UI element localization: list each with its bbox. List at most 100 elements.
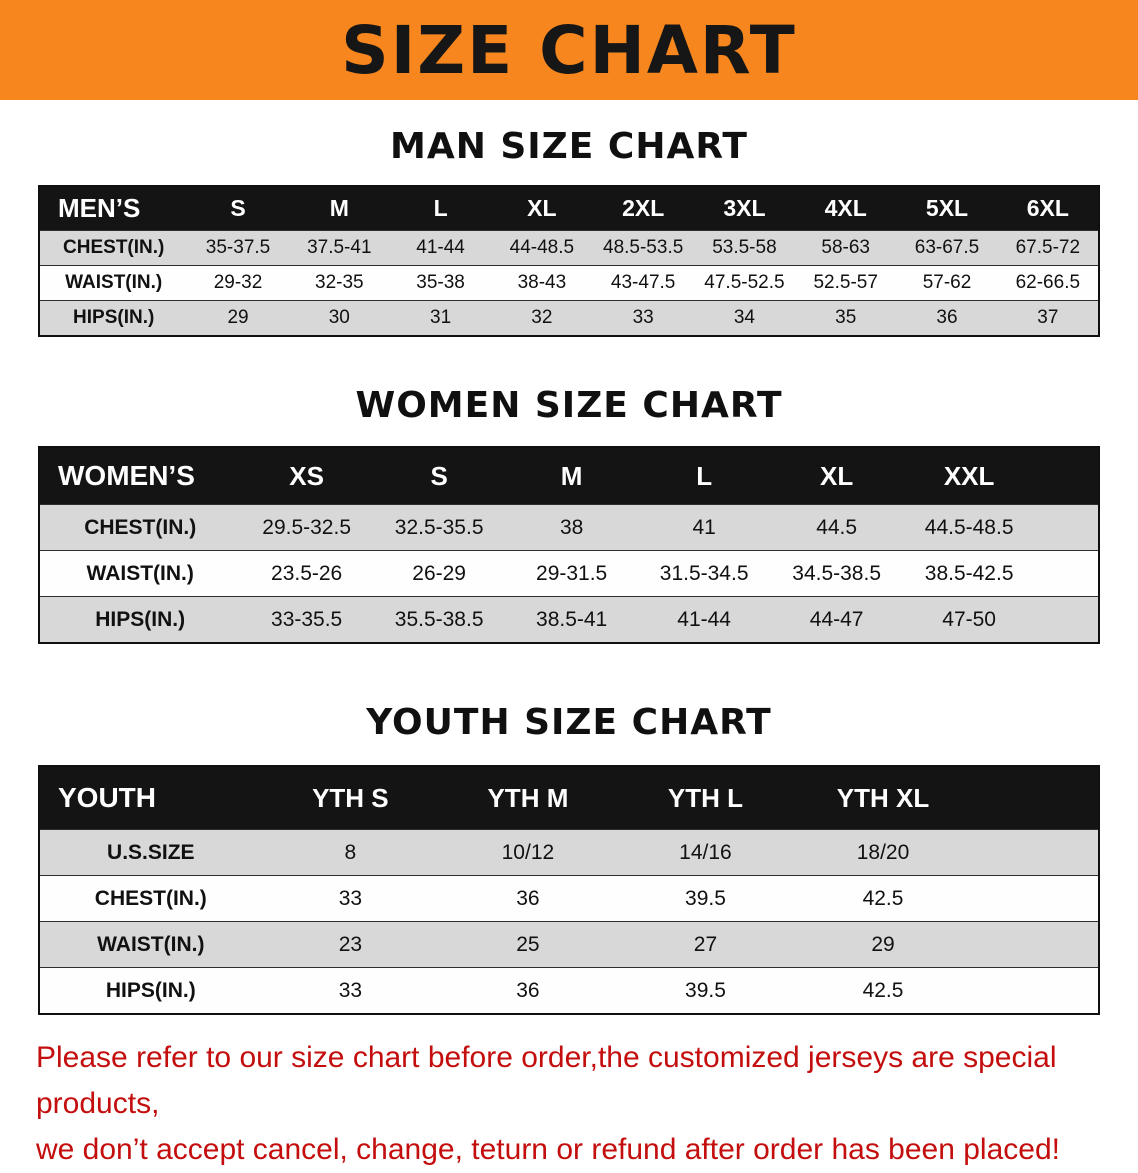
row-label-cell: WAIST(IN.)	[97, 932, 205, 956]
size-value-cell: 67.5-72	[1015, 237, 1081, 258]
size-value-cell: 48.5-53.5	[603, 237, 684, 258]
row-label-cell: WAIST(IN.)	[65, 272, 163, 293]
size-value-cell: 35	[835, 307, 857, 328]
size-value-cell: 41-44	[677, 607, 731, 631]
size-value-cell: 43-47.5	[610, 272, 676, 293]
size-value-cell: 29	[871, 932, 895, 956]
size-value-cell: 35-38	[416, 272, 465, 293]
table-body: CHEST(IN.) 35-37.5 37.5-41 41-44 44-48.5 48.5…	[39, 230, 1099, 336]
measurement-row: WAIST(IN.) 23.5-26 26-29 29-31.5 31.5-34.5 34…	[39, 550, 1099, 597]
spacer-cell	[1035, 597, 1099, 644]
size-value-cell: 47.5-52.5	[704, 272, 785, 293]
measurement-row: CHEST(IN.) 33 36 39.5 42.5	[39, 875, 1099, 922]
size-value-cell: 37.5-41	[307, 237, 372, 258]
size-value-cell: 44-47	[809, 607, 864, 631]
size-value-cell: 33	[338, 886, 363, 910]
youth-section: YOUTH SIZE CHART YOUTH YTH S YTH M YTH L YTH…	[0, 702, 1138, 1015]
size-value-cell: 44.5-48.5	[924, 515, 1014, 539]
size-value-cell: 38-43	[517, 272, 567, 293]
size-value-cell: 14/16	[679, 840, 732, 864]
table-title-cell: YOUTH	[58, 782, 156, 813]
row-label-cell: WAIST(IN.)	[86, 561, 194, 585]
size-header-cell: 4XL	[824, 195, 867, 221]
spacer-cell	[1035, 551, 1099, 597]
size-value-cell: 53.5-58	[712, 237, 777, 258]
table-body: U.S.SIZE 8 10/12 14/16 18/20 CHEST(IN.) 33 36 39…	[39, 829, 1099, 1014]
size-value-cell: 32.5-35.5	[394, 515, 484, 539]
size-value-cell: 62-66.5	[1015, 272, 1081, 293]
men-section-heading: MAN SIZE CHART	[390, 126, 748, 167]
table-title-cell: MEN’S	[58, 193, 141, 223]
size-value-cell: 29-31.5	[536, 561, 608, 585]
size-header-cell: S	[230, 195, 246, 221]
size-value-cell: 41	[692, 515, 716, 539]
size-value-cell: 36	[936, 307, 958, 328]
size-header-cell: XS	[289, 460, 324, 491]
size-value-cell: 26-29	[412, 561, 466, 585]
size-value-cell: 33	[338, 978, 363, 1002]
size-header-cell: YTH L	[667, 782, 744, 813]
size-value-cell: 42.5	[862, 886, 904, 910]
size-value-cell: 36	[516, 978, 540, 1002]
spacer-cell	[972, 922, 1099, 968]
size-value-cell: 29-32	[213, 272, 263, 293]
row-label-cell: CHEST(IN.)	[63, 237, 165, 258]
measurement-row: WAIST(IN.) 29-32 32-35 35-38 38-43 43-47.5 47.…	[39, 265, 1099, 301]
size-value-cell: 34	[733, 307, 755, 328]
size-value-cell: 37	[1037, 307, 1059, 328]
row-label-cell: HIPS(IN.)	[105, 978, 196, 1002]
size-value-cell: 30	[328, 307, 350, 328]
size-header-cell: XL	[527, 195, 557, 221]
size-header-cell: XXL	[943, 460, 995, 491]
row-label-cell: CHEST(IN.)	[84, 515, 197, 539]
size-value-cell: 63-67.5	[914, 237, 980, 258]
size-header-cell: 5XL	[925, 195, 969, 221]
row-label-cell: HIPS(IN.)	[95, 607, 186, 631]
spacer-cell	[972, 766, 1099, 830]
spacer-cell	[972, 876, 1099, 922]
men-size-table: MEN’S S M L XL 2XL 3XL 4XL 5XL 6XL CHEST(IN.) 35-3…	[38, 185, 1100, 337]
women-size-table: WOMEN’S XS S M L XL XXL CHEST(IN.) 29.5-32.5 32.…	[38, 446, 1100, 644]
size-value-cell: 44.5	[816, 515, 858, 539]
table-header-row: YOUTH YTH S YTH M YTH L YTH XL	[39, 766, 1099, 830]
size-value-cell: 25	[516, 932, 540, 956]
size-header-cell: S	[430, 460, 448, 491]
notice-line-2: we don’t accept cancel, change, teturn o…	[36, 1133, 1060, 1166]
page-title: SIZE CHART	[341, 11, 797, 89]
size-value-cell: 23	[338, 932, 363, 956]
size-value-cell: 29.5-32.5	[262, 515, 352, 539]
size-value-cell: 38	[559, 515, 584, 539]
size-header-cell: M	[329, 195, 349, 221]
size-header-cell: 3XL	[723, 195, 766, 221]
size-value-cell: 32-35	[315, 272, 364, 293]
size-value-cell: 52.5-57	[813, 272, 878, 293]
banner: SIZE CHART	[0, 0, 1138, 100]
size-value-cell: 34.5-38.5	[792, 561, 882, 585]
measurement-row: WAIST(IN.) 23 25 27 29	[39, 921, 1099, 968]
women-section-heading: WOMEN SIZE CHART	[355, 385, 783, 426]
notice-line-1: Please refer to our size chart before or…	[36, 1041, 1057, 1120]
measurement-row: CHEST(IN.) 35-37.5 37.5-41 41-44 44-48.5 48.5…	[39, 230, 1099, 266]
size-header-cell: L	[696, 460, 713, 491]
size-value-cell: 23.5-26	[271, 561, 343, 585]
measurement-row: HIPS(IN.) 33-35.5 35.5-38.5 38.5-41 41-44 44-…	[39, 596, 1099, 644]
size-value-cell: 31.5-34.5	[659, 561, 749, 585]
table-header-row: MEN’S S M L XL 2XL 3XL 4XL 5XL 6XL	[39, 186, 1099, 231]
size-value-cell: 44-48.5	[509, 237, 575, 258]
measurement-row: HIPS(IN.) 29 30 31 32 33 34 35 36 37	[39, 300, 1099, 336]
row-label-cell: CHEST(IN.)	[94, 886, 207, 910]
size-header-cell: YTH XL	[836, 782, 930, 813]
size-header-cell: 6XL	[1026, 195, 1069, 221]
size-value-cell: 47-50	[942, 607, 996, 631]
youth-section-heading: YOUTH SIZE CHART	[366, 702, 772, 743]
footer-notice: Please refer to our size chart before or…	[0, 1035, 1138, 1173]
size-value-cell: 10/12	[501, 840, 555, 864]
measurement-row: HIPS(IN.) 33 36 39.5 42.5	[39, 967, 1099, 1014]
youth-size-table: YOUTH YTH S YTH M YTH L YTH XL U.S.SIZE 8 10/1…	[38, 765, 1100, 1015]
spacer-cell	[972, 830, 1099, 876]
size-header-cell: 2XL	[622, 195, 665, 221]
size-value-cell: 32	[531, 307, 553, 328]
size-value-cell: 8	[344, 840, 357, 864]
table-body: CHEST(IN.) 29.5-32.5 32.5-35.5 38 41 44.5 44.5…	[39, 504, 1099, 644]
